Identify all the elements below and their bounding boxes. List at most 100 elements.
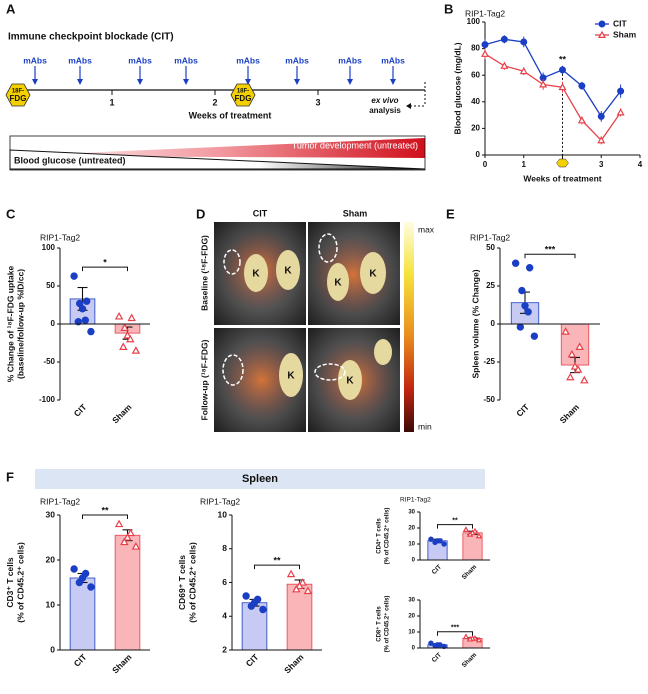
end-label: ex vivo [371, 96, 398, 105]
bar [114, 534, 141, 651]
organ-label: K [252, 269, 260, 280]
chart-title: RIP1-Tag2 [40, 496, 80, 506]
data-point [123, 330, 132, 339]
x-tick-label: Sham [558, 402, 582, 426]
data-point [432, 642, 438, 649]
y-tick-label: 100 [42, 243, 56, 252]
data-point [567, 349, 577, 358]
y-axis-label: (% of CD45.2⁺ cells) [16, 542, 26, 623]
dose-arrowhead [347, 79, 353, 85]
y-tick-label: -50 [43, 357, 55, 366]
y-tick-label: 0 [476, 150, 481, 159]
data-point [75, 578, 84, 587]
chart-title: RIP1-Tag2 [400, 497, 431, 504]
imaging-top: 18F- [237, 89, 249, 95]
colorbar-max: max [418, 224, 435, 234]
data-point [570, 362, 580, 370]
panel-label: C [6, 206, 16, 221]
data-point [123, 533, 132, 541]
significance: ** [273, 555, 281, 565]
week-label: 2 [212, 97, 217, 107]
kidney [360, 252, 386, 294]
y-tick-label: -50 [483, 395, 495, 404]
data-point [120, 537, 129, 546]
data-point [521, 302, 529, 310]
y-axis-label: Spleen volume (% Change) [470, 269, 480, 378]
y-tick-label: 4 [222, 611, 227, 621]
y-tick-label: 8 [222, 543, 227, 553]
legend-marker [597, 30, 607, 39]
y-tick-label: 0 [412, 558, 416, 564]
data-point [511, 259, 520, 267]
data-point [466, 530, 474, 537]
x-tick-label: CIT [431, 652, 443, 664]
y-axis-label: (% of CD45.2⁺ cells) [384, 508, 391, 565]
legend-label: CIT [613, 18, 628, 28]
x-tick-label: 1 [522, 160, 527, 169]
y-tick-label: 0 [412, 646, 416, 652]
data-point [597, 136, 606, 144]
data-point [83, 297, 91, 305]
y-tick-label: 10 [218, 509, 228, 519]
imaging-label: FDG [10, 94, 27, 103]
y-tick-label: 2 [222, 644, 227, 654]
data-point [78, 305, 87, 313]
series-line [484, 53, 622, 142]
timeline-title: Immune checkpoint blockade (CIT) [8, 32, 174, 43]
y-tick-label: 100 [467, 17, 481, 26]
y-tick-label: -100 [39, 395, 56, 404]
chart-title: RIP1-Tag2 [470, 232, 510, 242]
annotation: ** [559, 54, 567, 64]
dose-arrowhead [294, 79, 300, 85]
organ-label: K [334, 278, 342, 289]
data-point [561, 327, 570, 335]
y-axis-label: (% of CD45.2⁺ cells) [384, 596, 391, 653]
dose-label: mAbs [128, 55, 152, 65]
imaging-label: FDG [235, 94, 252, 103]
x-tick-label: 3 [599, 160, 604, 169]
y-axis-label: (baseline/follow-up %ID/cc) [15, 269, 25, 379]
significance-bracket [524, 253, 576, 259]
y-tick-label: 30 [46, 509, 56, 519]
y-tick-label: 60 [471, 70, 480, 79]
y-tick-label: 10 [408, 542, 415, 548]
chart-title: RIP1-Tag2 [200, 496, 240, 506]
data-point [573, 365, 583, 373]
y-tick-label: 50 [46, 281, 55, 290]
spleen-outline [223, 249, 241, 275]
kidney [276, 250, 300, 290]
data-point [286, 569, 296, 578]
column-label: CIT [253, 208, 268, 218]
data-point [114, 519, 124, 528]
organ-label: K [287, 371, 295, 382]
data-point [87, 583, 95, 591]
organ-label: K [284, 266, 292, 277]
data-point [597, 112, 605, 120]
significance: * [103, 257, 107, 267]
organ-label: K [369, 269, 377, 280]
x-tick-label: 0 [483, 160, 488, 169]
y-axis-label: CD69⁺ T cells [177, 555, 187, 610]
y-axis-label: (% of CD45.2⁺ cells) [188, 542, 198, 623]
x-tick-label: Sham [110, 652, 134, 676]
data-point [575, 342, 584, 350]
data-point [74, 318, 82, 326]
data-point [298, 578, 307, 586]
panel-label: B [444, 1, 453, 16]
bar [286, 583, 313, 651]
uptake [222, 340, 302, 420]
dose-label: mAbs [381, 55, 405, 65]
y-tick-label: 20 [408, 526, 415, 532]
x-tick-label: 4 [638, 160, 643, 169]
y-tick-label: 0 [491, 319, 496, 328]
spleen-outline [318, 233, 338, 263]
significance: ** [452, 517, 458, 524]
x-tick-label: CIT [72, 651, 89, 668]
dose-label: mAbs [23, 55, 47, 65]
data-point [539, 80, 548, 88]
y-tick-label: 10 [46, 599, 56, 609]
data-point [578, 82, 586, 90]
data-point [524, 308, 532, 316]
data-point [428, 536, 434, 542]
